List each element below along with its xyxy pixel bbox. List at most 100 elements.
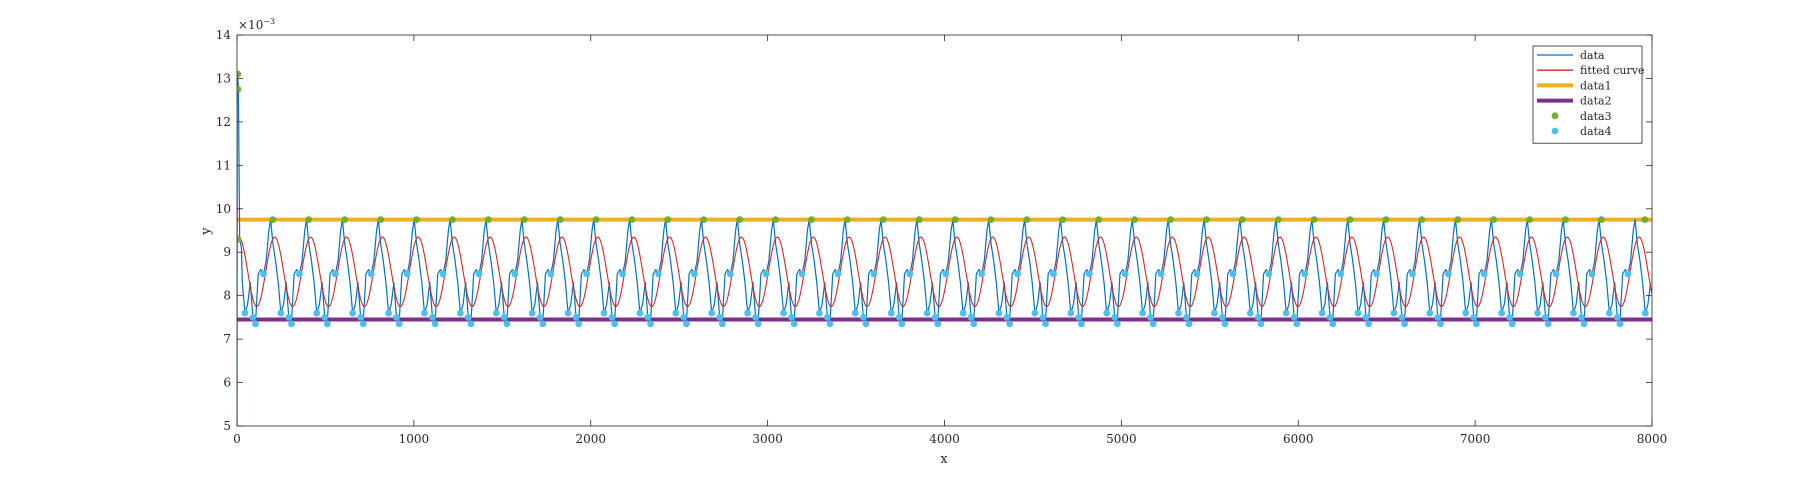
data4-point xyxy=(1211,309,1218,317)
data4-point xyxy=(824,313,831,321)
data4-point xyxy=(252,320,259,328)
data4-point xyxy=(467,320,475,328)
data4-point xyxy=(1229,270,1237,278)
data4-point xyxy=(1616,320,1624,328)
data4-point xyxy=(1354,309,1362,317)
data4-point xyxy=(862,320,870,328)
data4-point xyxy=(931,313,939,321)
data4-point xyxy=(1050,270,1057,278)
data3-point xyxy=(843,216,851,224)
data4-point xyxy=(260,270,267,278)
x-axis-label: x xyxy=(940,452,948,467)
data4-point xyxy=(431,320,439,328)
data3-point xyxy=(772,216,779,224)
data4-point xyxy=(464,313,472,321)
data4-point xyxy=(429,313,436,321)
data4-point xyxy=(359,320,367,328)
data4-point xyxy=(1462,309,1470,317)
y-tick-label: 12 xyxy=(216,115,231,129)
data4-point xyxy=(1409,270,1416,278)
data4-point xyxy=(1103,309,1111,317)
data4-point xyxy=(1221,320,1229,328)
data4-point xyxy=(726,270,734,278)
x-tick-label: 5000 xyxy=(1106,432,1137,446)
data4-point xyxy=(1078,320,1085,328)
data4-point xyxy=(744,309,752,317)
data4-point xyxy=(395,320,403,328)
data4-point xyxy=(600,309,608,317)
y-tick-label: 6 xyxy=(223,376,231,390)
y-tick-label: 10 xyxy=(216,202,231,216)
data4-point xyxy=(321,313,329,321)
data4-point xyxy=(1003,313,1011,321)
data3-point xyxy=(237,85,242,93)
data3-point xyxy=(1490,216,1498,224)
data4-point xyxy=(1183,313,1190,321)
x-tick-label: 6000 xyxy=(1283,432,1314,446)
data4-point xyxy=(1185,320,1193,328)
data4-point xyxy=(528,309,536,317)
x-tick-label: 3000 xyxy=(752,432,783,446)
data4-point xyxy=(690,270,698,278)
data4-point xyxy=(870,270,878,278)
data4-point xyxy=(995,309,1003,317)
data4-point xyxy=(475,270,483,278)
data4-point xyxy=(608,313,616,321)
data4-point xyxy=(683,320,690,328)
data4-point xyxy=(575,320,583,328)
data4-point xyxy=(898,320,906,328)
data4-point xyxy=(1329,320,1337,328)
data4-point xyxy=(1265,270,1273,278)
data4-point xyxy=(1147,313,1154,321)
data4-point xyxy=(859,313,867,321)
data4-point xyxy=(288,320,295,328)
data4-point xyxy=(611,320,619,328)
data4-point xyxy=(851,309,859,317)
ticks-layer: 0 1000 2000 3000 4000 5000 6000 7000 8000 5 6 7 8 9 10… xyxy=(216,28,1668,446)
data4-point xyxy=(655,270,662,278)
data4-point xyxy=(895,313,903,321)
data3-point xyxy=(1274,216,1282,224)
data3-point xyxy=(1346,216,1354,224)
data4-point xyxy=(241,309,249,317)
x-tick-label: 0 xyxy=(233,432,241,446)
data4-point xyxy=(1401,320,1408,328)
y-tick-label: 7 xyxy=(223,332,231,346)
data4-point xyxy=(456,309,464,317)
data4-point xyxy=(1426,309,1434,317)
data4-point xyxy=(421,309,428,317)
data3-point xyxy=(484,216,492,224)
data4-point xyxy=(906,270,914,278)
data4-point xyxy=(393,313,400,321)
data3-point xyxy=(556,216,564,224)
y-exponent-label: ×10−3 xyxy=(238,17,275,32)
data4-point xyxy=(1293,320,1301,328)
data3-point xyxy=(1598,216,1605,224)
data4-point xyxy=(834,270,842,278)
data4-point xyxy=(1605,309,1613,317)
data4-point xyxy=(1544,320,1552,328)
data4-point xyxy=(708,309,716,317)
data3-point xyxy=(592,216,600,224)
data3-point xyxy=(1382,216,1390,224)
legend-label: data4 xyxy=(1580,125,1612,138)
data3-point xyxy=(628,216,636,224)
data4-point xyxy=(636,309,644,317)
x-tick-label: 7000 xyxy=(1460,432,1491,446)
data4-point xyxy=(762,270,770,278)
data4-point xyxy=(1067,309,1075,317)
data4-point xyxy=(942,270,950,278)
data4-point xyxy=(1588,270,1596,278)
data4-point xyxy=(826,320,834,328)
data4-point xyxy=(959,309,967,317)
data4-point xyxy=(1534,309,1541,317)
data4-point xyxy=(1373,270,1381,278)
data4-point xyxy=(1149,320,1157,328)
y-axis-label: y xyxy=(199,227,214,236)
data4-point xyxy=(887,309,895,317)
legend-label: data2 xyxy=(1580,95,1612,108)
data3-point xyxy=(269,216,277,224)
data3-point xyxy=(951,216,959,224)
data3-point xyxy=(1203,216,1210,224)
data4-point xyxy=(511,270,519,278)
